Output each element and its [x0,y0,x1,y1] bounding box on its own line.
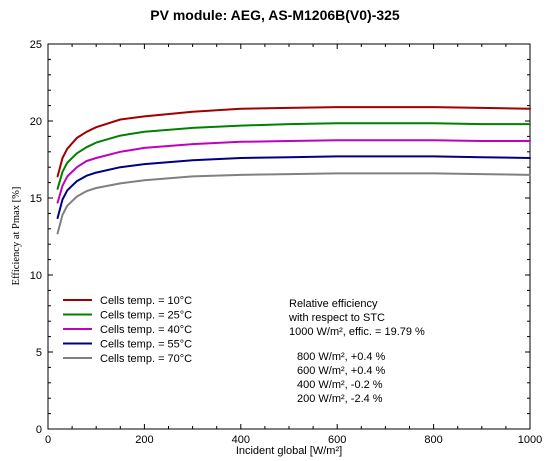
series-line-4 [56,155,531,219]
x-tick-label: 800 [424,434,442,446]
x-tick-label: 0 [45,434,51,446]
series-line-1 [56,106,531,178]
note-line: 200 W/m², -2.4 % [297,393,383,405]
x-tick-label: 1000 [518,434,542,446]
series-line-2 [56,122,531,190]
legend-label: Cells temp. = 55°C [100,339,192,351]
series-layer [56,106,531,235]
note-line: 600 W/m², +0.4 % [297,365,386,377]
x-tick-label: 400 [232,434,250,446]
note-line: 1000 W/m², effic. = 19.79 % [289,326,425,338]
plot-frame [47,43,531,430]
legend-label: Cells temp. = 10°C [100,295,192,307]
y-axis-label: Efficiency at Pmax [%] [11,187,22,286]
series-line-3 [56,139,531,204]
series-line-5 [56,172,531,235]
y-tick-label: 25 [30,39,42,51]
note-line: with respect to STC [288,312,385,324]
y-tick-label: 15 [30,193,42,205]
y-tick-label: 20 [30,116,42,128]
x-tick-label: 200 [135,434,153,446]
ticks-layer: 0 200 400 600 800 1000 0 5 10 15 20 25 [30,39,542,446]
note-line: 400 W/m², -0.2 % [297,379,383,391]
legend-label: Cells temp. = 70°C [100,353,192,365]
legend-label: Cells temp. = 40°C [100,324,192,336]
y-tick-label: 5 [36,347,42,359]
y-tick-label: 10 [30,270,42,282]
note-line: Relative efficiency [289,298,378,310]
legend-label: Cells temp. = 25°C [100,310,192,322]
y-tick-label: 0 [36,424,42,436]
note-line: 800 W/m², +0.4 % [297,351,386,363]
efficiency-note: Relative efficiency with respect to STC 10… [288,298,425,405]
legend: Cells temp. = 10°C Cells temp. = 25°C Cell… [63,295,192,365]
x-tick-label: 600 [328,434,346,446]
x-axis-label: Incident global [W/m²] [236,445,342,457]
chart-title: PV module: AEG, AS-M1206B(V0)-325 [150,7,400,23]
